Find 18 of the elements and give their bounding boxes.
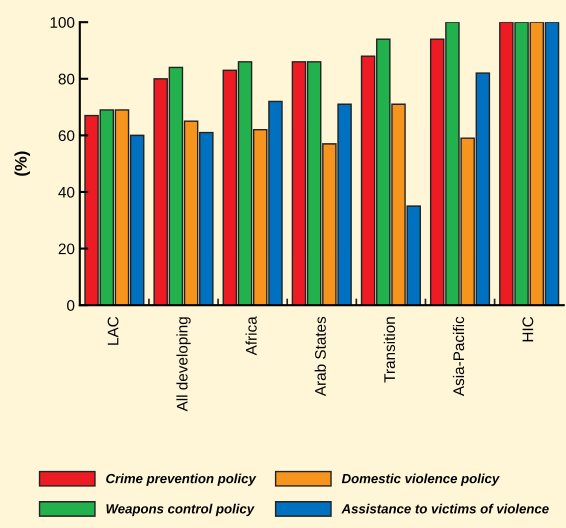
y-axis-title: (%)	[14, 152, 30, 176]
legend-label: Assistance to victims of violence	[341, 504, 549, 514]
y-tick-label: 100	[50, 17, 74, 28]
x-tick-label: Arab States	[314, 316, 326, 396]
legend-label: Domestic violence policy	[342, 474, 500, 486]
x-tick-label: Transition	[384, 317, 396, 382]
x-tick-label: LAC	[108, 316, 118, 345]
y-tick-label: 60	[58, 130, 74, 142]
y-tick-label: 40	[58, 186, 74, 198]
x-tick-label: Africa	[246, 316, 257, 356]
x-tick-label: HIC	[522, 316, 534, 342]
y-tick-label: 80	[58, 74, 74, 84]
y-tick-label: 20	[58, 243, 74, 254]
x-tick-label: Asia-Pacific	[452, 316, 464, 396]
x-tick-label: All developing	[176, 317, 191, 412]
y-tick-label: 0	[67, 300, 74, 311]
legend-label: Crime prevention policy	[106, 474, 256, 486]
legend-label: Weapons control policy	[106, 504, 255, 516]
